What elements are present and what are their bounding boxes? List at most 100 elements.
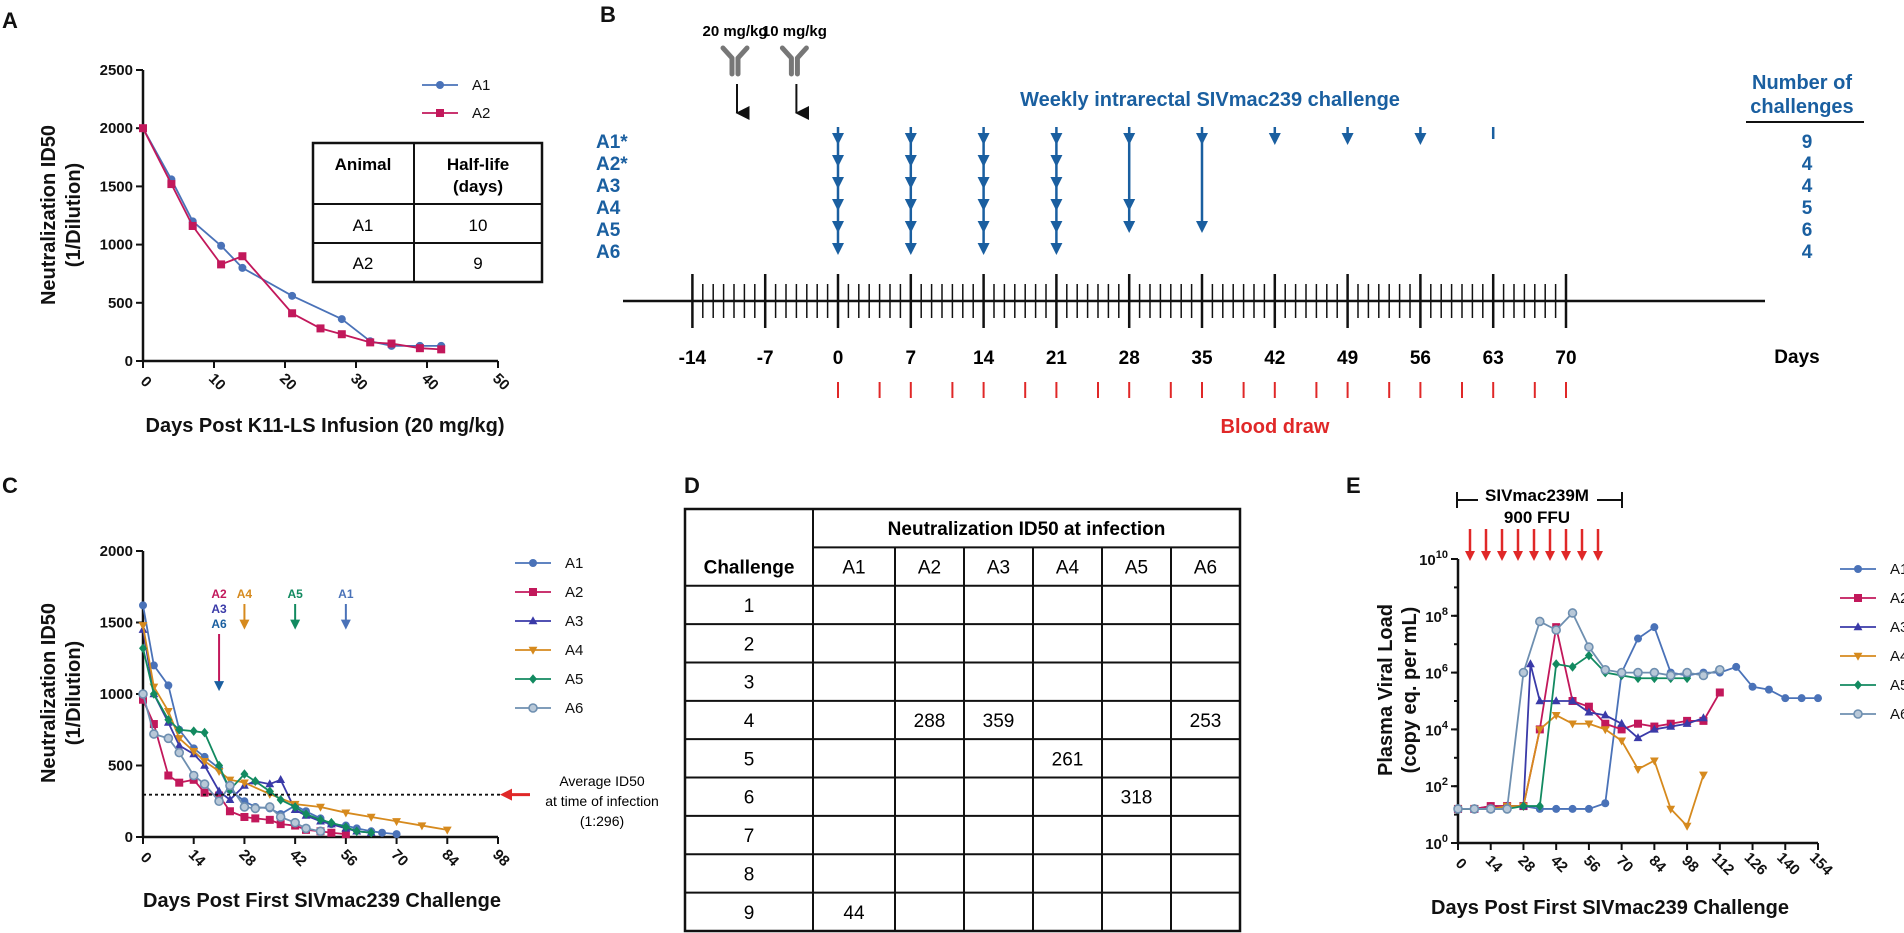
y-tick-label: 1500: [100, 178, 133, 195]
point-a1: [164, 681, 173, 690]
id50-table-cell: 8: [744, 864, 755, 885]
point-a1: [217, 241, 226, 250]
legend-marker-a1: [436, 81, 444, 89]
id50-table-cell: 4: [744, 711, 755, 732]
y-tick-label: 2000: [100, 543, 133, 560]
x-tick-label: 98: [489, 846, 513, 870]
id50-table-cell: 2: [744, 634, 755, 655]
point-a4: [1699, 771, 1708, 780]
point-a3: [276, 775, 286, 783]
days-axis-unit: Days: [1774, 347, 1819, 368]
blood-draw-label: Blood draw: [1221, 416, 1330, 438]
id50-table-col-header: A2: [918, 558, 941, 579]
point-a1: [1634, 634, 1642, 643]
point-a4: [366, 813, 376, 822]
point-a6: [214, 796, 224, 807]
x-tick-label: 40: [418, 370, 442, 394]
panel-e-legend: A1 A2 A3 A4 A5 A6: [1840, 561, 1904, 723]
panel-a-legend: A1 A2: [422, 77, 490, 122]
antibody-icon: [720, 45, 750, 77]
y-tick-label: 2500: [100, 62, 133, 79]
point-a1: [1568, 804, 1577, 813]
point-a2: [1715, 688, 1724, 697]
point-a2: [316, 324, 325, 333]
y-tick-label: 0: [125, 353, 133, 370]
point-a6: [1665, 670, 1676, 681]
x-tick-label: 10: [205, 370, 229, 394]
panel-label-e: E: [1346, 473, 1361, 498]
point-a5: [189, 726, 198, 736]
id50-table-title: Neutralization ID50 at infection: [888, 519, 1166, 540]
antibody-icon: [779, 45, 809, 77]
point-a6: [1682, 667, 1692, 678]
panel-label-d: D: [684, 473, 700, 498]
timeline-tick-label: 70: [1555, 348, 1576, 369]
x-tick-label: 28: [235, 846, 259, 870]
y-tick-label: 102: [1425, 776, 1448, 796]
point-a1: [1650, 623, 1659, 632]
x-tick-label: 126: [1741, 849, 1771, 879]
legend-label-a2: A2: [472, 105, 490, 122]
id50-table-col-header: A1: [842, 558, 865, 579]
x-tick-label: 98: [1678, 852, 1702, 876]
point-a2: [437, 345, 446, 354]
infection-marker-label: A4: [237, 587, 253, 601]
point-a2: [139, 124, 147, 133]
timeline-tick-label: 42: [1264, 348, 1285, 369]
id50-table-cell: 318: [1121, 788, 1153, 809]
point-a3: [265, 779, 275, 788]
challenge-count: 9: [1802, 132, 1813, 153]
point-a6: [290, 817, 300, 828]
infection-marker-arrowhead: [290, 619, 301, 630]
id50-table-cell: 9: [744, 903, 755, 924]
animal-label: A2*: [596, 154, 628, 175]
point-a1: [1764, 685, 1773, 694]
numbers-header-1: Number of: [1752, 72, 1852, 94]
point-a4: [1682, 822, 1692, 831]
timeline-title: Weekly intrarectal SIVmac239 challenge: [1020, 89, 1400, 111]
y-tick-label: 1000: [100, 686, 133, 703]
point-a3: [1584, 707, 1594, 716]
point-a5: [291, 802, 300, 812]
point-a5: [215, 760, 224, 771]
challenge-red-arrowhead: [1481, 551, 1491, 561]
timeline-tick-label: 0: [833, 348, 844, 369]
antibody-shape: [720, 45, 750, 77]
animal-label: A1*: [596, 132, 628, 153]
point-a1: [337, 315, 346, 324]
point-a5: [1568, 662, 1577, 672]
point-a6: [315, 826, 326, 837]
point-a2: [366, 338, 375, 347]
point-a5: [200, 727, 209, 738]
legend-marker-a3: [528, 616, 538, 625]
point-a4: [174, 735, 184, 744]
point-a6: [301, 823, 311, 834]
point-a4: [1617, 737, 1627, 746]
legend-marker-a5: [1854, 680, 1862, 690]
legend-label-a1: A1: [565, 555, 583, 572]
challenge-red-arrowhead: [1561, 551, 1571, 561]
challenge-red-arrowhead: [1465, 551, 1475, 561]
point-a5: [1535, 801, 1544, 811]
point-a3: [1649, 724, 1659, 733]
point-a6: [188, 770, 199, 781]
legend-label-a2: A2: [1890, 590, 1904, 607]
point-a6: [1649, 667, 1660, 678]
challenge-count: 4: [1802, 242, 1813, 263]
legend-label-a1: A1: [472, 77, 490, 94]
point-a3: [1535, 696, 1545, 705]
point-a1: [1601, 799, 1610, 808]
id50-table-cell: 261: [1052, 749, 1084, 770]
challenge-red-arrowhead: [1513, 551, 1523, 561]
legend-marker-a2: [529, 588, 537, 596]
point-a2: [225, 807, 234, 816]
id50-table-row-header: Challenge: [704, 558, 795, 579]
point-a6: [163, 733, 174, 744]
point-a1: [149, 661, 158, 670]
id50-table-cell: 5: [744, 749, 755, 770]
point-a1: [1814, 694, 1822, 703]
legend-label-a3: A3: [1890, 619, 1904, 636]
point-a3: [214, 786, 224, 795]
point-a6: [149, 729, 159, 739]
